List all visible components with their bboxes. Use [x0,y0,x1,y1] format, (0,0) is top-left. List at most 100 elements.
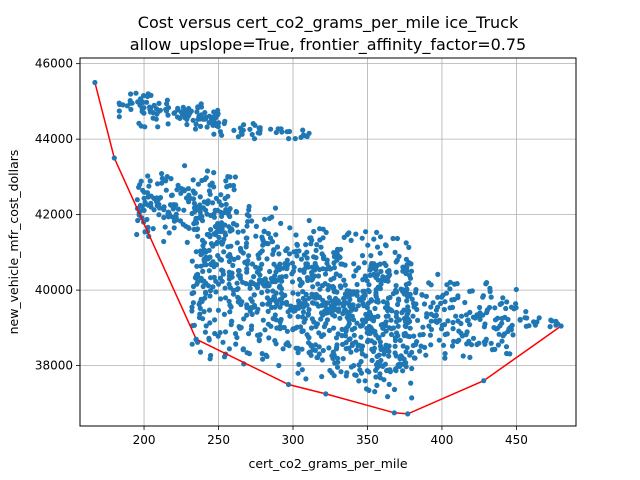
scatter-point [331,285,337,291]
scatter-point [347,336,353,342]
scatter-point [305,264,311,270]
scatter-point [278,286,285,292]
scatter-point [337,273,343,279]
scatter-point [219,213,225,219]
scatter-point [435,304,441,310]
scatter-point [211,231,217,237]
scatter-point [392,335,398,341]
scatter-point [369,265,375,271]
scatter-point [206,307,213,313]
scatter-point [373,292,379,298]
scatter-point [407,334,413,340]
scatter-point [265,308,271,314]
scatter-point [207,356,213,362]
scatter-point [162,224,168,230]
scatter-point [251,303,258,309]
scatter-point [212,207,218,213]
scatter-point [238,129,244,135]
scatter-point [218,192,224,198]
scatter-point [449,297,455,303]
scatter-point [172,110,178,116]
scatter-point [523,309,529,315]
scatter-point [354,320,360,326]
scatter-point [233,341,239,347]
scatter-point [340,356,346,362]
scatter-point [206,232,212,238]
scatter-point [204,124,210,130]
scatter-point [483,336,489,342]
scatter-point [366,289,372,295]
scatter-point [224,183,230,190]
y-axis-label: new_vehicle_mfr_cost_dollars [6,150,21,335]
scatter-point [284,301,290,307]
scatter-point [513,301,519,307]
scatter-point [251,136,258,142]
scatter-point [314,242,320,248]
scatter-point [408,268,415,274]
scatter-point [405,304,411,310]
scatter-point [491,325,497,331]
scatter-point [463,312,469,318]
scatter-point [373,287,379,293]
scatter-point [230,220,237,227]
scatter-point [279,300,285,306]
scatter-point [354,281,360,288]
scatter-point [423,293,429,299]
scatter-point [382,276,388,282]
scatter-point [213,115,219,121]
scatter-point [393,283,399,289]
scatter-point [421,301,428,307]
scatter-point [245,219,251,225]
scatter-point [343,340,349,346]
scatter-point [171,225,177,231]
scatter-point [353,306,359,312]
scatter-point [309,237,315,243]
scatter-point [301,252,307,258]
scatter-point [216,234,222,241]
scatter-point [508,304,515,310]
scatter-point [388,331,395,338]
scatter-point [218,296,224,302]
scatter-point [499,338,505,344]
scatter-point [137,202,143,209]
scatter-point [236,268,242,274]
scatter-point [244,269,250,275]
scatter-point [128,91,134,97]
scatter-point [413,301,419,307]
scatter-point [500,295,506,301]
scatter-point [206,268,212,274]
scatter-point [318,316,324,322]
scatter-point [428,311,434,317]
scatter-point [164,97,170,103]
scatter-point [372,389,378,395]
scatter-point [207,293,213,299]
scatter-point [417,348,423,354]
scatter-point [221,311,227,317]
scatter-point [340,311,346,317]
scatter-point [464,329,470,335]
scatter-point [331,325,337,331]
scatter-point [157,107,163,113]
scatter-point [273,299,279,305]
scatter-point [403,240,409,246]
scatter-point [381,377,387,383]
scatter-point [477,304,483,311]
scatter-point [338,246,344,252]
scatter-point [368,325,374,331]
scatter-point [418,343,424,349]
frontier-point [323,391,329,397]
scatter-point [260,317,266,323]
scatter-point [415,317,421,323]
scatter-point [226,208,232,214]
scatter-point [413,341,419,348]
scatter-point [373,367,379,373]
scatter-point [225,253,231,259]
scatter-point [409,296,415,302]
scatter-point [458,330,464,336]
scatter-point [386,381,392,387]
scatter-point [300,328,306,334]
scatter-point [155,124,161,130]
scatter-point [260,356,266,362]
frontier-point [285,381,292,388]
scatter-point [346,317,352,323]
